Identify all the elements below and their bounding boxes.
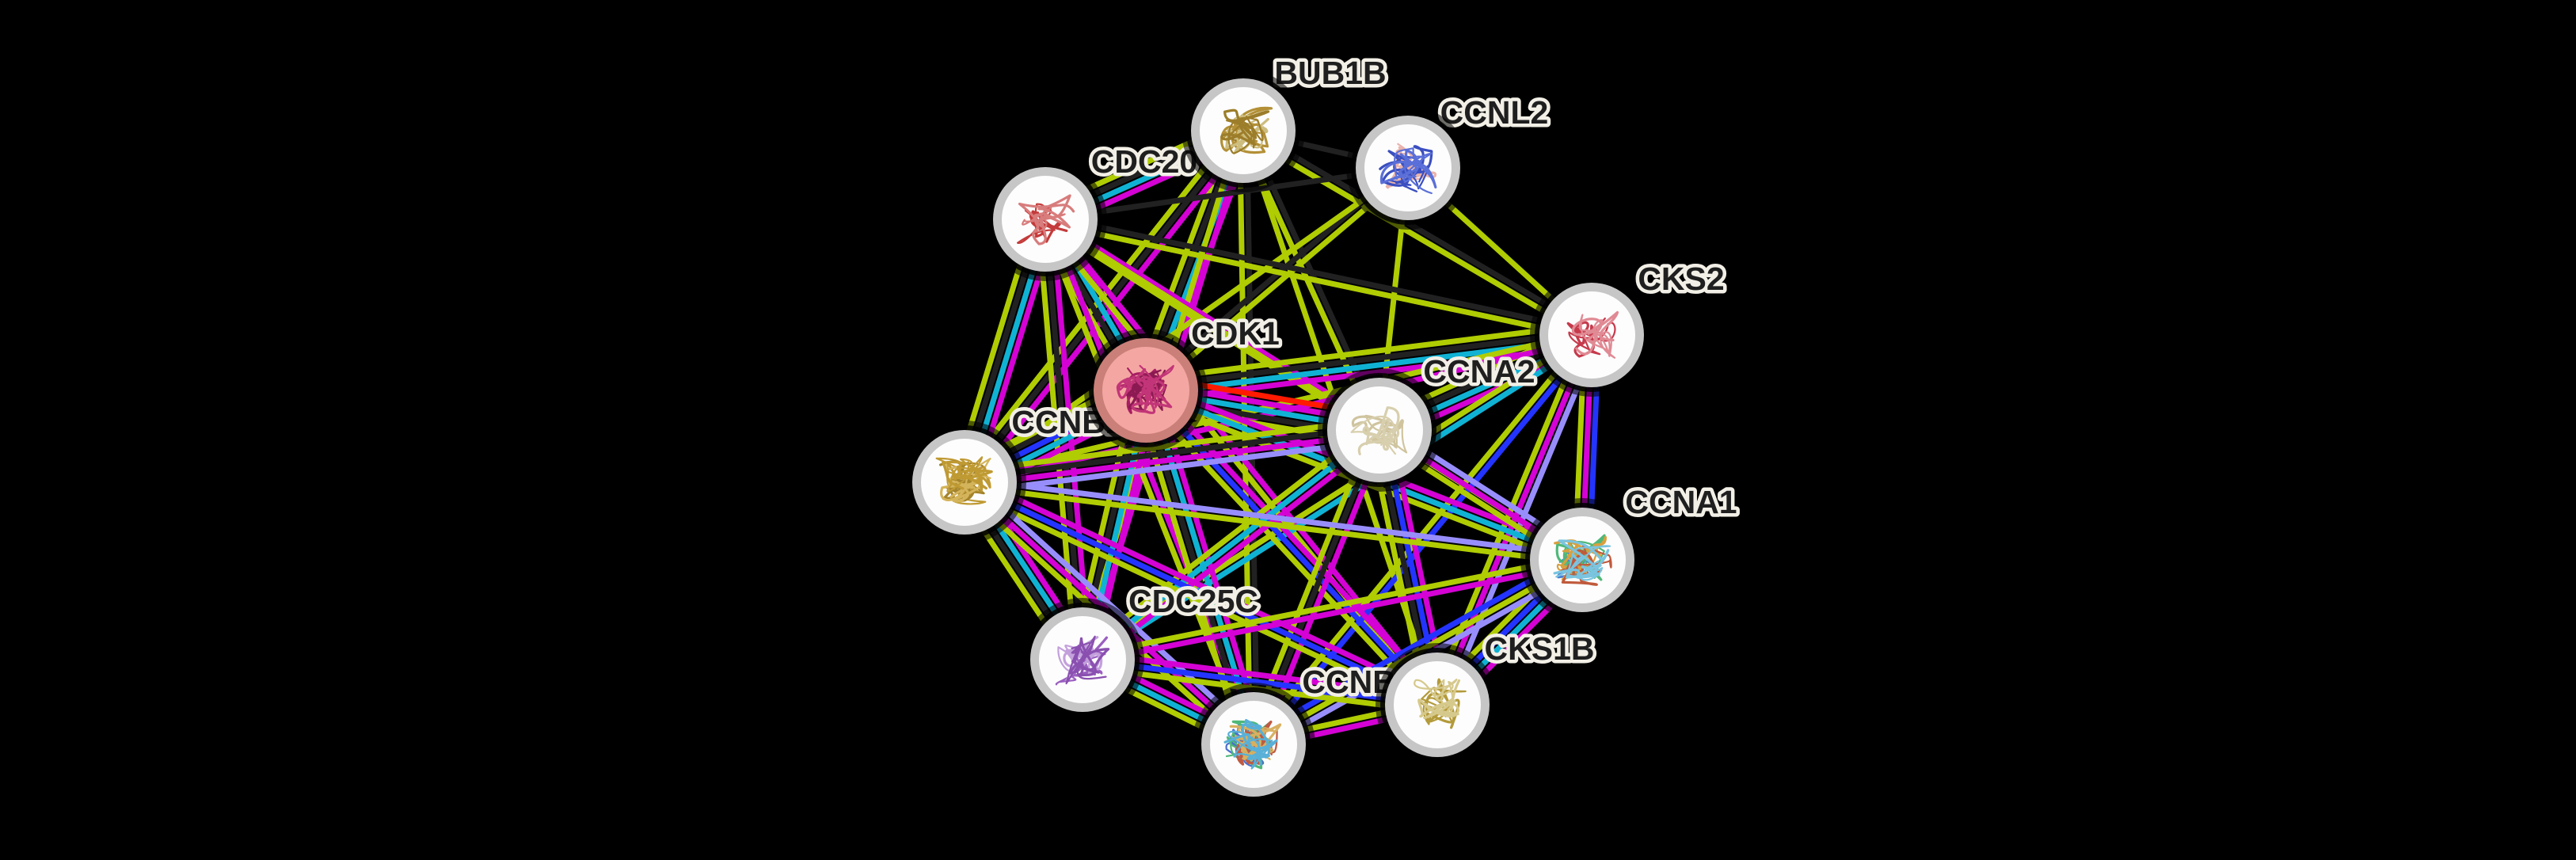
- structure-squiggle: [1131, 375, 1173, 413]
- protein-structure-thumbnail: [1055, 635, 1110, 686]
- edge-BUB1B-CCNB1-coexpression[interactable]: [961, 127, 1246, 485]
- edge-BUB1B-CKS2-textmining[interactable]: [1239, 131, 1593, 341]
- label-CDC20: CDC20: [1091, 143, 1197, 180]
- structure-squiggle: [942, 460, 993, 492]
- edge-CCNA2-CCNB1-experiments[interactable]: [962, 430, 1383, 489]
- label-CDC25C: CDC25C: [1128, 583, 1258, 619]
- node-BUB1B[interactable]: [1181, 69, 1305, 192]
- edge-CCNB1-CKS1B-experiments[interactable]: [965, 473, 1444, 702]
- structure-squiggle: [940, 481, 982, 503]
- structure-squiggle: [1414, 678, 1458, 719]
- node-CKS1B[interactable]: [1376, 643, 1499, 767]
- edge-CCNA1-CCNB2-cooccurrence[interactable]: [1247, 550, 1582, 741]
- structure-squiggle: [1139, 364, 1174, 409]
- protein-structure-thumbnail: [1350, 406, 1408, 455]
- protein-structure-thumbnail: [1566, 310, 1619, 359]
- edge-CDC20-CKS1B-textmining[interactable]: [1039, 219, 1437, 710]
- label-CCNA1: CCNA1: [1625, 484, 1737, 520]
- label-CCNA2: CCNA2: [1423, 353, 1535, 390]
- edge-CCNB1-CKS1B-cooccurrence[interactable]: [961, 479, 1440, 708]
- node-CDC20[interactable]: [984, 158, 1107, 281]
- edge-CCNB1-CCNA1-textmining[interactable]: [961, 482, 1585, 566]
- edge-CKS2-CDK1-coexpression[interactable]: [1142, 329, 1594, 390]
- structure-squiggle: [946, 456, 987, 493]
- structure-squiggle: [1065, 635, 1107, 685]
- label-BUB1B: BUB1B: [1274, 55, 1386, 91]
- protein-structure-thumbnail: [1553, 534, 1612, 586]
- structure-squiggle: [1223, 719, 1278, 760]
- protein-structure-thumbnail: [1116, 364, 1174, 414]
- protein-structure-thumbnail: [935, 456, 993, 505]
- node-CCNA1[interactable]: [1520, 498, 1644, 622]
- nodes-layer: [903, 69, 1653, 806]
- label-CCNL2: CCNL2: [1440, 94, 1549, 131]
- edge-CCNA1-CDC25C-textmining[interactable]: [1079, 554, 1585, 660]
- edge-CCNA2-CDC25C-textmining[interactable]: [1075, 421, 1378, 657]
- edge-CCNB1-CKS1B-textmining[interactable]: [958, 485, 1437, 714]
- node-CDK1[interactable]: [1084, 329, 1208, 452]
- label-CDK1: CDK1: [1191, 315, 1280, 352]
- edge-CKS2-CKS1B-experiments[interactable]: [1434, 332, 1595, 708]
- node-CDC25C[interactable]: [1021, 598, 1144, 721]
- structure-squiggle: [1350, 416, 1397, 455]
- node-CKS2[interactable]: [1530, 273, 1653, 397]
- edge-CDK1-CKS1B-experiments[interactable]: [1148, 382, 1446, 703]
- node-CCNL2[interactable]: [1346, 106, 1470, 230]
- protein-structure-thumbnail: [1223, 719, 1282, 770]
- structure-squiggle: [1555, 545, 1611, 581]
- protein-structure-thumbnail: [1017, 194, 1075, 245]
- edge-CDC20-CKS2-textmining[interactable]: [1041, 219, 1594, 341]
- structure-squiggle: [1022, 207, 1066, 234]
- label-CKS1B: CKS1B: [1485, 630, 1595, 667]
- edge-CCNA2-CCNB1-coexpression[interactable]: [961, 424, 1382, 482]
- node-CCNB2[interactable]: [1192, 683, 1315, 806]
- node-CCNB1[interactable]: [903, 420, 1026, 544]
- edge-CCNB1-CCNA1-homology[interactable]: [962, 476, 1586, 560]
- edge-CKS2-CDK1-textmining[interactable]: [1141, 322, 1593, 383]
- structure-squiggle: [1394, 147, 1433, 195]
- label-CKS2: CKS2: [1638, 261, 1724, 297]
- structure-squiggle: [1417, 679, 1460, 719]
- protein-structure-thumbnail: [1379, 143, 1437, 195]
- structure-squiggle: [1057, 644, 1100, 680]
- edge-CCNA1-CDC25C-experiments[interactable]: [1080, 560, 1586, 666]
- protein-structure-thumbnail: [1414, 678, 1467, 729]
- structure-squiggle: [1387, 156, 1429, 192]
- edge-CCNA2-CCNB1-homology[interactable]: [963, 437, 1384, 496]
- labels-layer: BUB1BCCNL2CDC20CKS2CDK1CCNA2CCNB1CCNA1CD…: [1008, 51, 1741, 704]
- node-CCNA2[interactable]: [1318, 368, 1441, 492]
- structure-squiggle: [1578, 314, 1616, 359]
- edge-CDC20-CKS2-coexpression[interactable]: [1043, 213, 1596, 335]
- edge-BUB1B-CKS2-coexpression[interactable]: [1242, 124, 1596, 335]
- edge-CKS2-CDC25C-databases[interactable]: [1081, 335, 1596, 666]
- protein-structure-thumbnail: [1220, 106, 1273, 154]
- structure-squiggle: [1226, 116, 1264, 154]
- structure-squiggle: [1227, 730, 1273, 770]
